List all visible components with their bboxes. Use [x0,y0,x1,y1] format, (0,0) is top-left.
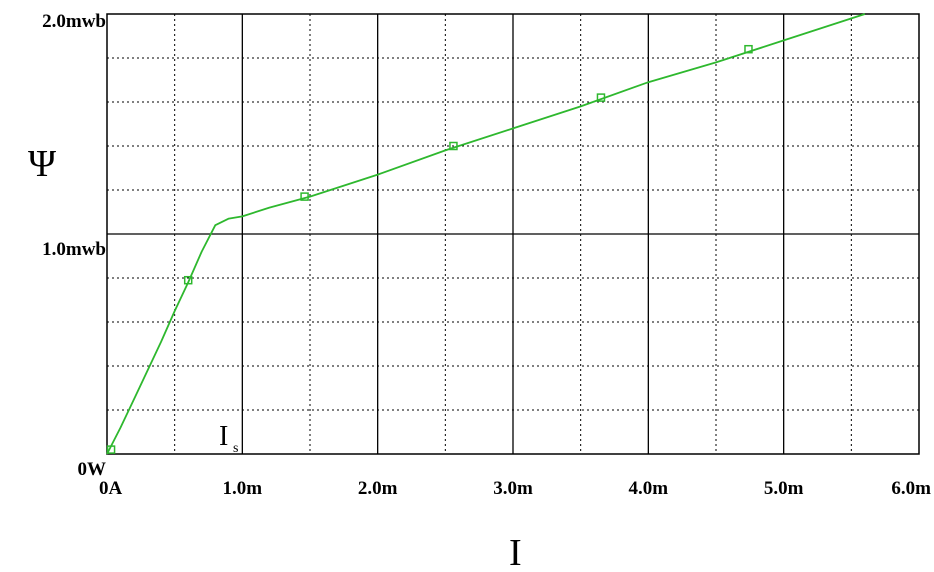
x-tick-labels: 0A 1.0m 2.0m 3.0m 4.0m 5.0m 6.0m [99,478,931,499]
series-marker [744,44,753,54]
y-tick-label: 2.0mwb [42,11,106,32]
saturation-current-annotation: I s [219,421,238,456]
annotation-subscript: s [233,441,238,456]
series-marker [596,93,606,102]
y-tick-label: 0W [78,459,107,480]
y-tick-labels: 0W 1.0mwb 2.0mwb [42,11,106,480]
series-marker [106,445,116,454]
x-axis-label: I [509,532,522,572]
series-marker [183,275,193,285]
y-axis-label: Ψ [28,143,56,185]
x-tick-label: 5.0m [764,478,804,499]
series-layer [106,13,866,455]
x-tick-label: 2.0m [358,478,398,499]
x-tick-label: 6.0m [891,478,931,499]
series-line [106,13,866,455]
grid-major [107,14,919,454]
x-tick-label: 0A [99,478,123,499]
x-tick-label: 4.0m [629,478,669,499]
x-tick-label: 3.0m [493,478,533,499]
x-tick-label: 1.0m [223,478,263,499]
plot-frame [106,13,920,455]
series-marker [449,141,458,151]
series-marker [300,192,309,201]
annotation-main: I [219,421,228,452]
y-tick-label: 1.0mwb [42,239,106,260]
